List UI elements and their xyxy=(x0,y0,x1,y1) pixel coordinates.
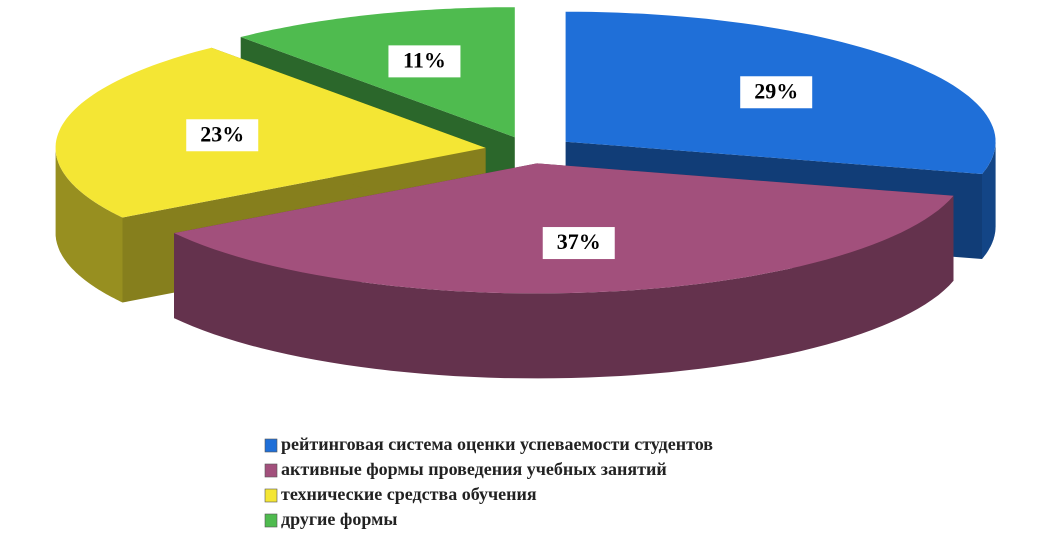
label-box xyxy=(388,45,461,78)
legend-swatch xyxy=(264,463,278,478)
data-label: 23% xyxy=(200,121,244,146)
slice-side xyxy=(982,141,996,259)
legend-swatch xyxy=(264,438,278,453)
legend-swatch xyxy=(264,513,278,528)
legend-swatch xyxy=(264,488,278,503)
legend-label: другие формы xyxy=(281,509,397,529)
data-label: 29% xyxy=(754,78,798,103)
data-label: 37% xyxy=(557,229,601,254)
slice-side xyxy=(174,195,954,379)
label-box xyxy=(740,76,813,109)
label-box xyxy=(542,227,615,260)
slice-side xyxy=(55,147,123,303)
legend-label: активные формы проведения учебных заняти… xyxy=(281,459,667,479)
slice-top xyxy=(240,7,515,138)
legend-label: технические средства обучения xyxy=(281,484,537,504)
label-box xyxy=(186,119,259,152)
legend-label: рейтинговая система оценки успеваемости … xyxy=(281,434,713,454)
slice-top xyxy=(55,47,486,218)
data-label: 11% xyxy=(403,47,446,72)
